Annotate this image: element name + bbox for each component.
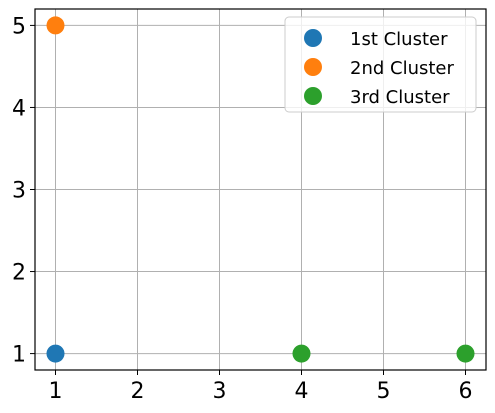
legend: 1st Cluster 2nd Cluster 3rd Cluster	[284, 16, 477, 113]
x-tick-label: 3	[213, 379, 227, 404]
x-tick-label: 2	[131, 379, 145, 404]
x-tick-label: 5	[377, 379, 391, 404]
data-points	[46, 16, 475, 363]
y-axis-ticks: 1 2 3 4 5	[12, 14, 35, 368]
legend-marker	[304, 58, 322, 76]
legend-label: 2nd Cluster	[350, 58, 454, 79]
legend-marker	[304, 29, 322, 47]
y-tick-label: 5	[12, 14, 26, 39]
data-point	[46, 16, 65, 35]
y-tick-label: 1	[12, 343, 26, 368]
y-tick-label: 4	[12, 96, 26, 121]
data-point	[46, 344, 65, 363]
y-tick-label: 2	[12, 261, 26, 286]
legend-box	[284, 16, 477, 113]
x-tick-label: 6	[459, 379, 473, 404]
legend-label: 3rd Cluster	[350, 87, 450, 108]
legend-marker	[304, 87, 322, 105]
x-tick-label: 4	[295, 379, 309, 404]
data-point	[292, 344, 311, 363]
legend-label: 1st Cluster	[350, 29, 448, 50]
x-tick-label: 1	[49, 379, 63, 404]
data-point	[456, 344, 475, 363]
x-axis-ticks: 1 2 3 4 5 6	[49, 370, 473, 404]
y-tick-label: 3	[12, 179, 26, 204]
